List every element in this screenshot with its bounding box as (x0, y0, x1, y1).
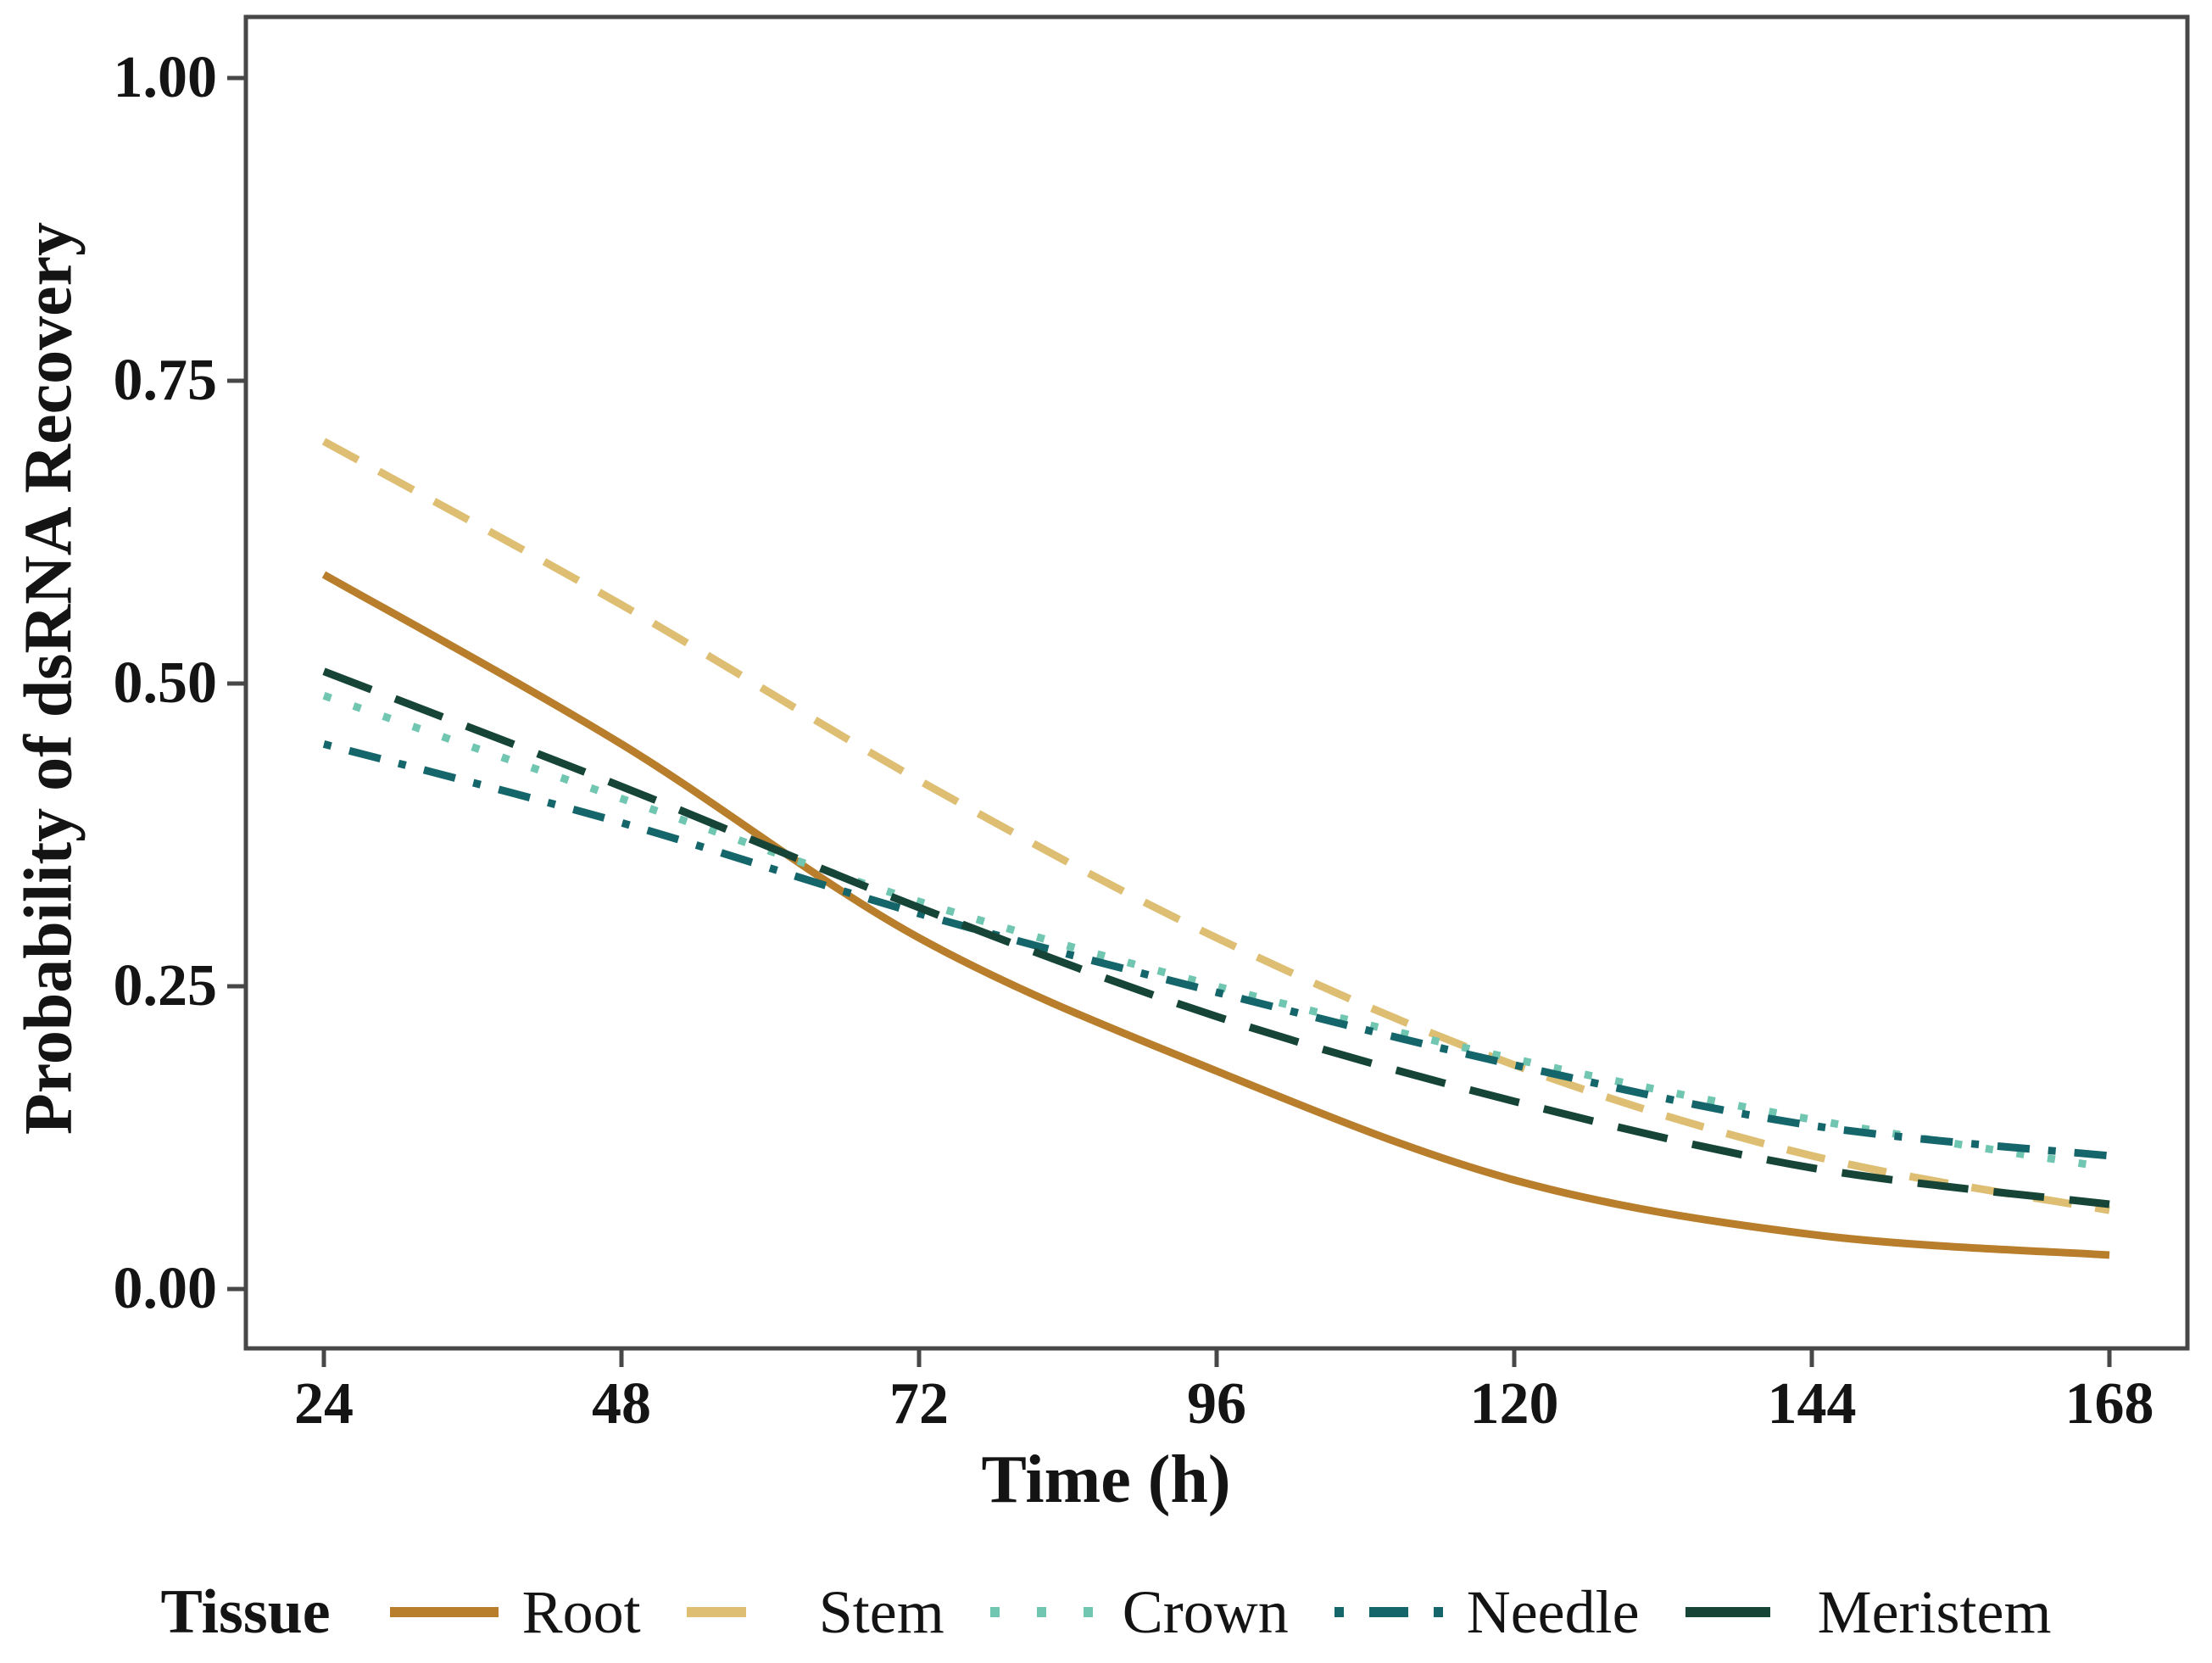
plot-panel-border (243, 14, 2190, 1351)
legend-key-meristem-icon (1685, 1607, 1794, 1617)
legend-item-meristem: Meristem (1684, 1577, 2052, 1648)
y-tick-label: 0.50 (113, 650, 218, 716)
y-tick-label: 1.00 (113, 45, 218, 110)
y-tick-label: 0.25 (113, 953, 218, 1018)
legend-item-root: Root (388, 1577, 641, 1648)
legend-label: Needle (1466, 1577, 1640, 1646)
legend: Tissue Root Stem Crown Needle Meristem (0, 1565, 2212, 1659)
legend-key-stem-icon (686, 1607, 795, 1617)
legend-item-needle: Needle (1333, 1577, 1640, 1648)
legend-key-needle-icon (1334, 1607, 1443, 1617)
legend-label: Meristem (1817, 1577, 2052, 1646)
x-axis-title: Time (h) (981, 1443, 1231, 1517)
x-tick-label: 72 (889, 1371, 949, 1437)
series-line-meristem (322, 667, 2110, 1208)
legend-title: Tissue (160, 1577, 331, 1647)
y-axis-title: Probability of dsRNA Recovery (11, 221, 86, 1136)
legend-item-crown: Crown (989, 1577, 1289, 1648)
legend-label: Root (521, 1577, 641, 1646)
y-tick-label: 0.75 (113, 348, 218, 413)
x-tick-label: 96 (1187, 1371, 1246, 1437)
x-tick-label: 168 (2064, 1371, 2154, 1437)
x-tick-label: 120 (1469, 1371, 1559, 1437)
y-tick-label: 0.00 (113, 1256, 218, 1321)
legend-label: Stem (818, 1577, 944, 1646)
series-line-needle (322, 740, 2110, 1160)
series-line-stem (321, 438, 2110, 1214)
x-tick-label: 24 (294, 1371, 354, 1437)
x-tick-label: 48 (592, 1371, 651, 1437)
legend-key-root-icon (389, 1607, 499, 1617)
series-line-crown (322, 692, 2110, 1172)
x-tick-label: 144 (1767, 1371, 1857, 1437)
legend-key-crown-icon (989, 1607, 1099, 1617)
legend-label: Crown (1122, 1577, 1289, 1646)
series-line-root (321, 571, 2110, 1259)
legend-item-stem: Stem (685, 1577, 944, 1648)
